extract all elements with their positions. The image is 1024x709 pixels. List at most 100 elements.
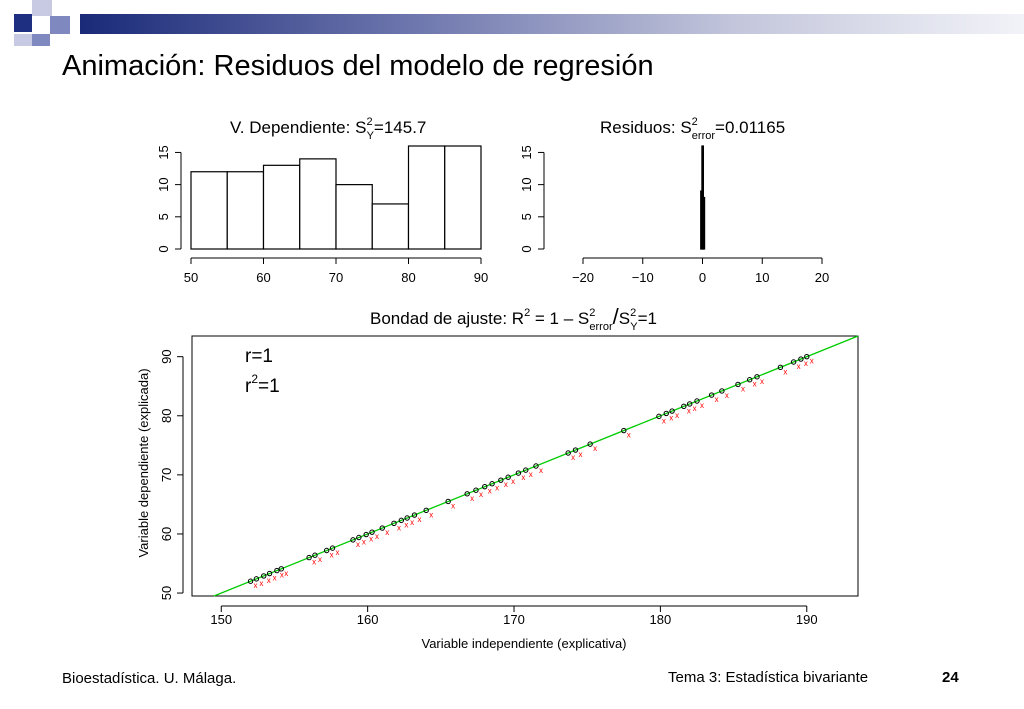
footer-institution: Bioestadística. U. Málaga.	[62, 670, 237, 687]
histogram-dependent: V. Dependiente: S2 Y=145.7 50 60 70 80 90 0 5 10…	[156, 116, 488, 285]
hist1-title: V. Dependiente: S2 Y=145.7	[230, 116, 426, 142]
data-point	[329, 545, 336, 551]
residual-mark: x	[810, 357, 814, 366]
residual-mark: x	[693, 404, 697, 413]
residual-mark: x	[312, 558, 316, 567]
hist1-y-tick-label: 15	[156, 145, 171, 159]
scatter-title: Bondad de ajuste: R2 = 1 – S2 error/S2 Y=1	[370, 304, 657, 333]
data-point	[306, 554, 312, 561]
hist2-x-tick-label: 0	[699, 270, 706, 285]
data-point	[656, 413, 662, 420]
residual-mark: x	[451, 501, 455, 510]
hist2-y-tick-label: 0	[519, 245, 534, 252]
data-point	[323, 547, 330, 554]
data-point	[391, 520, 397, 527]
residual-mark: x	[356, 540, 360, 549]
scatter-x-tick-label: 170	[503, 612, 525, 627]
residual-mark: x	[760, 377, 764, 386]
residual-mark: x	[571, 453, 575, 462]
residual-mark: x	[669, 413, 673, 422]
hist2-x-tick-label: 20	[815, 270, 829, 285]
hist1-bar	[262, 164, 301, 250]
data-point	[746, 377, 753, 383]
hist1-bar	[226, 171, 265, 250]
data-point	[253, 576, 260, 582]
hist1-bar	[190, 171, 228, 250]
hist1-bar	[407, 145, 446, 250]
residual-mark: x	[797, 362, 801, 371]
corner-square-light-2	[14, 34, 32, 46]
residual-mark: x	[385, 528, 389, 537]
data-point	[681, 403, 687, 410]
scatter-x-tick-label: 190	[796, 612, 818, 627]
data-point	[247, 578, 254, 584]
residual-mark: x	[267, 576, 271, 585]
hist1-y-tick-label: 10	[156, 177, 171, 191]
scatter-y-tick-label: 70	[159, 468, 174, 482]
residual-mark: x	[495, 484, 499, 493]
residual-mark: x	[336, 548, 340, 557]
corner-square-mid-2	[32, 34, 50, 46]
data-point	[369, 529, 375, 535]
scatter-plot: Bondad de ajuste: R2 = 1 – S2 error/S2 Y=1…	[136, 304, 859, 651]
data-point	[572, 447, 579, 453]
residual-mark: x	[417, 515, 421, 524]
hist2-y-tick-label: 10	[519, 177, 534, 191]
header-gradient-bar	[80, 14, 1024, 34]
data-point	[515, 470, 522, 476]
data-point	[719, 388, 725, 394]
data-point	[533, 463, 539, 469]
residual-mark: x	[725, 391, 729, 400]
hist1-bar	[335, 184, 373, 250]
hist1-bar	[371, 203, 410, 250]
hist1-x-tick-label: 80	[401, 270, 415, 285]
data-point	[686, 401, 693, 407]
x-axis-label: Variable independiente (explicativa)	[422, 636, 627, 651]
data-point	[261, 573, 267, 579]
data-point	[565, 450, 571, 456]
data-point	[790, 359, 797, 365]
data-point	[266, 570, 273, 577]
hist2-y-tick-label: 15	[519, 145, 534, 159]
page-number: 24	[942, 669, 959, 686]
data-point	[379, 525, 385, 531]
data-point	[278, 566, 284, 572]
data-point	[489, 481, 495, 487]
residual-mark: x	[529, 470, 533, 479]
hist1-x-tick-label: 50	[184, 270, 198, 285]
data-point	[398, 517, 405, 524]
residual-mark: x	[593, 444, 597, 453]
scatter-y-tick-label: 50	[159, 586, 174, 600]
data-point	[312, 552, 318, 558]
residual-mark: x	[539, 466, 543, 475]
residual-mark: x	[318, 555, 322, 564]
residual-mark: x	[330, 551, 334, 560]
data-point	[363, 531, 369, 538]
residual-mark: x	[675, 411, 679, 420]
data-point	[708, 392, 715, 398]
hist2-x-tick-label: 10	[755, 270, 769, 285]
residual-mark: x	[715, 395, 719, 404]
hist1-y-tick-label: 0	[156, 245, 171, 252]
data-point	[621, 427, 627, 434]
residual-mark: x	[521, 473, 525, 482]
data-point	[804, 353, 810, 360]
footer-topic: Tema 3: Estadística bivariante	[668, 669, 869, 686]
residual-mark: x	[259, 579, 263, 588]
scatter-y-tick-label: 90	[159, 349, 174, 363]
hist1-y-tick-label: 5	[156, 213, 171, 220]
hist2-title: Residuos: S2 error=0.01165	[600, 116, 785, 142]
data-point	[356, 534, 362, 541]
scatter-y-tick-label: 80	[159, 409, 174, 423]
data-point	[350, 537, 356, 543]
residual-mark: x	[410, 518, 414, 527]
annotation-r2: r2=1	[245, 372, 280, 397]
fit-line	[213, 335, 859, 597]
data-point	[498, 477, 504, 483]
data-point	[505, 474, 511, 480]
corner-square-light	[32, 0, 52, 16]
data-point	[482, 483, 488, 490]
corner-square-mid	[50, 16, 70, 34]
scatter-x-tick-label: 150	[210, 612, 232, 627]
residual-mark: x	[662, 416, 666, 425]
